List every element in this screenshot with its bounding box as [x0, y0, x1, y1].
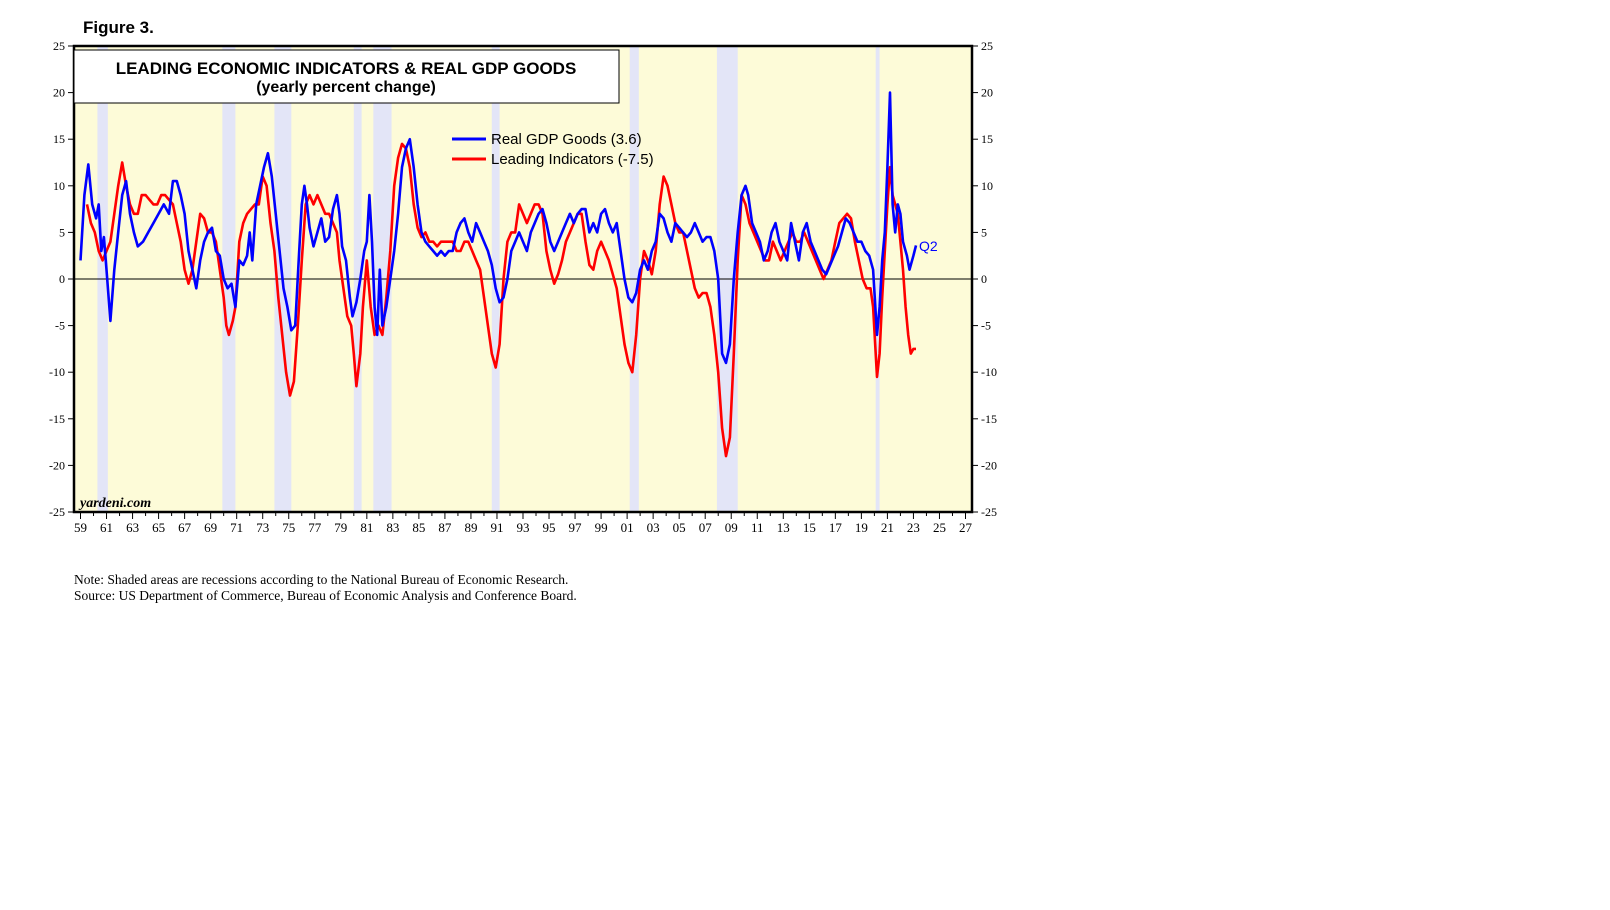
x-tick-label: 19: [855, 520, 868, 535]
x-tick-label: 81: [360, 520, 373, 535]
x-tick-label: 61: [100, 520, 113, 535]
legend: Real GDP Goods (3.6) Leading Indicators …: [452, 131, 654, 168]
x-tick-label: 67: [178, 520, 192, 535]
x-tick-label: 77: [308, 520, 322, 535]
x-tick-label: 93: [517, 520, 530, 535]
y-tick-label-right: 0: [981, 272, 987, 286]
x-tick-label: 65: [152, 520, 165, 535]
series-lines: [79, 91, 918, 458]
x-tick-label: 07: [699, 520, 713, 535]
x-tick-label: 13: [777, 520, 790, 535]
y-tick-label-right: 5: [981, 225, 987, 239]
legend-label-gdp: Real GDP Goods (3.6): [491, 131, 642, 148]
y-tick-label-left: 5: [59, 225, 65, 239]
x-tick-label: 73: [256, 520, 269, 535]
x-tick-label: 11: [751, 520, 764, 535]
x-tick-label: 25: [933, 520, 946, 535]
y-tick-label-right: -15: [981, 412, 997, 426]
x-tick-label: 03: [647, 520, 660, 535]
y-tick-label-left: 15: [53, 132, 65, 146]
y-tick-label-left: -20: [49, 458, 65, 472]
end-label-q2: Q2: [919, 238, 938, 254]
left-axis: 25 20 15 10 5 0 -5 -10 -15 -20 -25: [49, 39, 74, 519]
y-tick-label-left: -10: [49, 365, 65, 379]
watermark: yardeni.com: [78, 496, 151, 511]
chart: 25 20 15 10 5 0 -5 -10 -15 -20 -25 25 20 15 10 5 0 -5 -10…: [49, 39, 997, 535]
y-tick-label-right: 25: [981, 39, 993, 53]
x-tick-label: 09: [725, 520, 738, 535]
x-tick-label: 91: [490, 520, 503, 535]
x-tick-label: 89: [464, 520, 477, 535]
x-tick-label: 83: [386, 520, 399, 535]
chart-title: LEADING ECONOMIC INDICATORS & REAL GDP G…: [116, 59, 577, 78]
x-tick-label: 17: [829, 520, 843, 535]
y-tick-label-left: -5: [55, 319, 65, 333]
y-tick-label-right: -5: [981, 319, 991, 333]
y-tick-label-right: -25: [981, 505, 997, 519]
x-tick-label: 95: [543, 520, 556, 535]
title-box: [73, 49, 620, 104]
x-axis: 59 61 63 65 67 69 71 73 75 77 79 81 83 85 87 89 91 93 95 97…: [74, 512, 972, 535]
x-tick-label: 59: [74, 520, 87, 535]
y-tick-label-right: 20: [981, 86, 993, 100]
x-tick-label: 27: [959, 520, 973, 535]
y-tick-label-left: 0: [59, 272, 65, 286]
y-tick-label-right: 15: [981, 132, 993, 146]
y-tick-label-left: 25: [53, 39, 65, 53]
legend-label-lei: Leading Indicators (-7.5): [491, 151, 654, 168]
x-tick-label: 05: [673, 520, 686, 535]
x-tick-label: 99: [595, 520, 608, 535]
source-text: Source: US Department of Commerce, Burea…: [74, 588, 577, 603]
figure-label: Figure 3.: [83, 18, 154, 37]
y-tick-label-left: 10: [53, 179, 65, 193]
notes: Note: Shaded areas are recessions accord…: [74, 572, 577, 604]
y-tick-label-left: -25: [49, 505, 65, 519]
y-tick-label-right: 10: [981, 179, 993, 193]
x-tick-label: 21: [881, 520, 894, 535]
x-tick-label: 15: [803, 520, 816, 535]
series-line-gdp: [79, 91, 918, 365]
x-tick-label: 97: [569, 520, 583, 535]
y-tick-label-right: -10: [981, 365, 997, 379]
x-tick-label: 87: [438, 520, 452, 535]
x-tick-label: 79: [334, 520, 347, 535]
right-axis: 25 20 15 10 5 0 -5 -10 -15 -20 -25: [972, 39, 997, 519]
x-tick-label: 85: [412, 520, 425, 535]
y-tick-label-left: -15: [49, 412, 65, 426]
x-tick-label: 63: [126, 520, 139, 535]
x-tick-label: 23: [907, 520, 920, 535]
x-tick-label: 01: [621, 520, 634, 535]
y-tick-label-left: 20: [53, 86, 65, 100]
x-tick-label: 75: [282, 520, 295, 535]
x-tick-label: 69: [204, 520, 217, 535]
x-tick-label: 71: [230, 520, 243, 535]
chart-subtitle: (yearly percent change): [256, 79, 436, 96]
note-text: Note: Shaded areas are recessions accord…: [74, 572, 569, 587]
y-tick-label-right: -20: [981, 458, 997, 472]
